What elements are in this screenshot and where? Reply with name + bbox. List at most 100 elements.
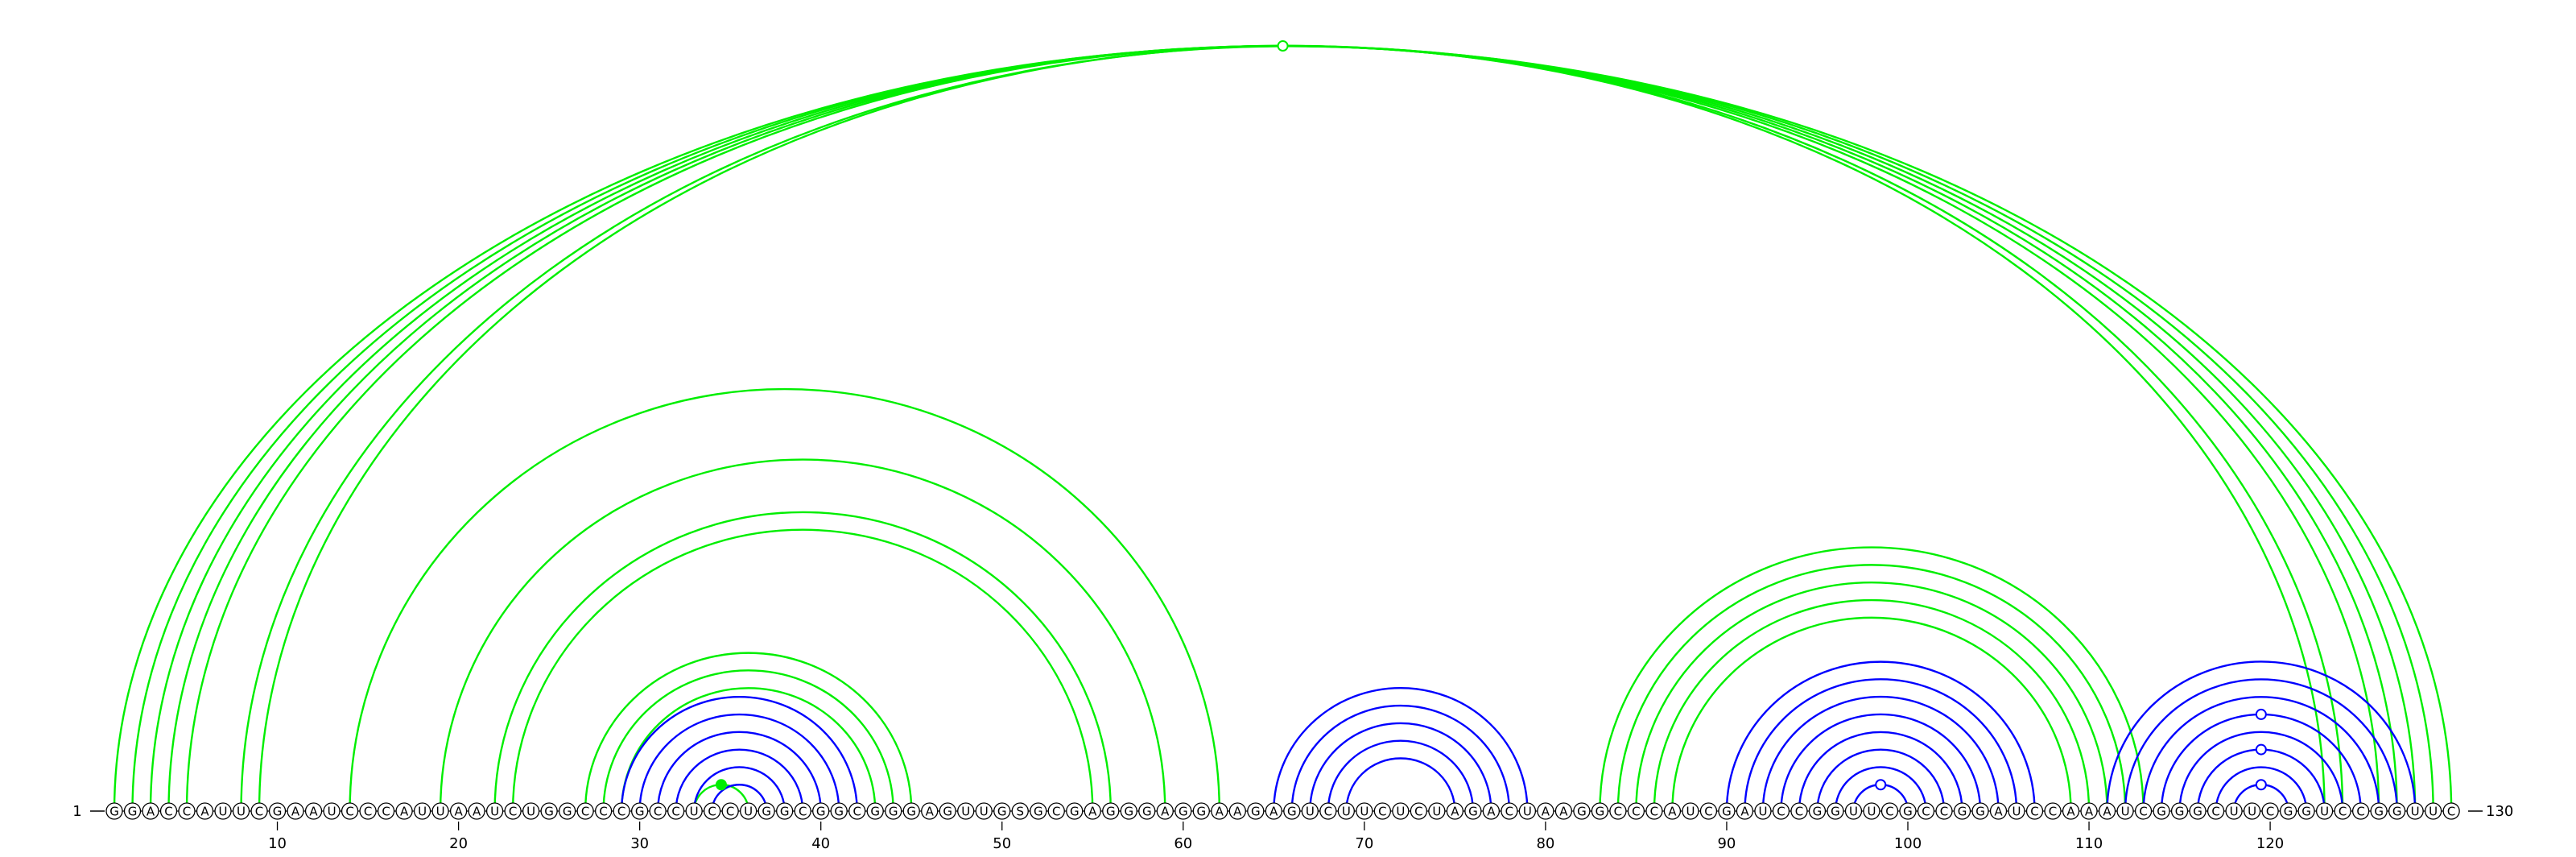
nucleotide: G (1030, 802, 1047, 820)
nucleotide: C (1410, 802, 1428, 820)
nucleotide-letter: A (2066, 805, 2075, 819)
nucleotide-circle (485, 802, 504, 820)
nucleotide-circle (1138, 802, 1156, 820)
arc-blue-111-128 (2106, 660, 2417, 812)
nucleotide: G (939, 802, 956, 820)
arc-blue-31-40 (656, 731, 822, 812)
nucleotide-letter: G (1958, 805, 1967, 819)
nucleotide-circle (1301, 802, 1319, 820)
nucleotide-letter: A (1161, 805, 1170, 819)
nucleotide: U (522, 802, 540, 820)
nucleotide-letter: A (2085, 805, 2094, 819)
nucleotide-circle (1609, 802, 1627, 820)
nucleotide: C (704, 802, 721, 820)
tick-label: 80 (1536, 835, 1554, 852)
nucleotide-circle (359, 802, 377, 820)
nucleotide-circle (649, 802, 667, 820)
nucleotide-circle (594, 802, 613, 820)
nucleotide-circle (1518, 802, 1537, 820)
nucleotide-circle (957, 802, 975, 820)
ticks-layer: 10 20 30 40 50 60 70 80 90 100 110 120 (268, 822, 2284, 852)
nucleotide-letter: C (1378, 805, 1386, 819)
arc-blue-90-107 (1725, 661, 2036, 812)
nucleotide-circle (287, 802, 304, 820)
arc-blue-32-39 (675, 748, 804, 812)
nucleotide-circle (1156, 802, 1174, 820)
nucleotide-circle (1030, 802, 1047, 820)
nucleotide: C (2261, 802, 2279, 820)
nucleotide-circle (2388, 802, 2406, 820)
nucleotide: A (1156, 802, 1174, 820)
nucleotide-circle (975, 802, 993, 820)
nucleotide-circle (105, 802, 123, 820)
nucleotide-circle (1482, 802, 1501, 820)
sequence-start-label: 1 (72, 803, 81, 820)
nucleotide: U (2116, 802, 2134, 820)
nucleotide-letter: A (1451, 805, 1459, 819)
nucleotide-letter: A (926, 805, 935, 819)
nucleotide-letter: G (2284, 805, 2293, 819)
nucleotide: A (287, 802, 304, 820)
nucleotide-circle (2261, 802, 2279, 820)
nucleotide-letter: G (997, 805, 1007, 819)
nucleotide: A (921, 802, 939, 820)
nucleotide-letter: G (906, 805, 916, 819)
nucleotide: U (2406, 802, 2424, 820)
nucleotide-circle (2080, 802, 2098, 820)
nucleotide-circle (178, 802, 196, 820)
nucleotide-letter: C (799, 805, 807, 819)
nucleotide-letter: C (1777, 805, 1785, 819)
nucleotide-letter: A (1559, 805, 1568, 819)
nucleotide-circle (1971, 802, 1989, 820)
nucleotide: C (250, 802, 268, 820)
nucleotide-circle (2170, 802, 2189, 820)
nucleotide-circle (848, 802, 866, 820)
nucleotide-letter: G (1722, 805, 1732, 819)
nucleotide: G (1066, 802, 1084, 820)
tick-label: 100 (1894, 835, 1922, 852)
nucleotide-circle (1554, 802, 1573, 820)
tick-label: 40 (811, 835, 830, 852)
nucleotide-circle (1428, 802, 1446, 820)
nucleotide: U (431, 802, 449, 820)
arc-green-23-55 (511, 528, 1094, 812)
nucleotide: C (2025, 802, 2044, 820)
nucleotide-circle (1392, 802, 1410, 820)
nucleotide-letter: G (1034, 805, 1043, 819)
nucleotide: G (2370, 802, 2388, 820)
nucleotide-circle (431, 802, 449, 820)
nucleotide: C (1501, 802, 1518, 820)
nucleotide-circle (1047, 802, 1065, 820)
nucleotide-circle (1066, 802, 1084, 820)
nucleotide-letter: A (2103, 805, 2112, 819)
nucleotide: A (1537, 802, 1554, 820)
nucleotide: G (2170, 802, 2189, 820)
nucleotide-letter: U (490, 805, 499, 819)
nucleotide-letter: G (109, 805, 119, 819)
tick-label: 60 (1174, 835, 1192, 852)
nucleotide: U (2315, 802, 2334, 820)
nucleotide-circle (576, 802, 594, 820)
nucleotide-letter: C (2356, 805, 2364, 819)
nucleotide-letter: U (744, 805, 753, 819)
nucleotide: C (1917, 802, 1935, 820)
nucleotide: G (758, 802, 775, 820)
arc-green-29-43 (620, 686, 877, 812)
nucleotide: G (1247, 802, 1265, 820)
nucleotide: C (2442, 802, 2460, 820)
arc-blue-30-41 (638, 713, 840, 812)
arc-blue-29-42 (620, 696, 858, 812)
nucleotide: G (1120, 802, 1137, 820)
nucleotide-circle (1899, 802, 1917, 820)
arc-marker (2255, 708, 2267, 720)
nucleotide: U (957, 802, 975, 820)
nucleotide-letter: C (1795, 805, 1803, 819)
nucleotide-letter: U (2248, 805, 2256, 819)
nucleotide-letter: U (219, 805, 228, 819)
nucleotide-letter: G (780, 805, 790, 819)
nucleotide-letter: G (1596, 805, 1605, 819)
nucleotide-circle (522, 802, 540, 820)
nucleotide-letter: A (309, 805, 318, 819)
nucleotide-letter: U (1867, 805, 1876, 819)
nucleotide: G (268, 802, 287, 820)
